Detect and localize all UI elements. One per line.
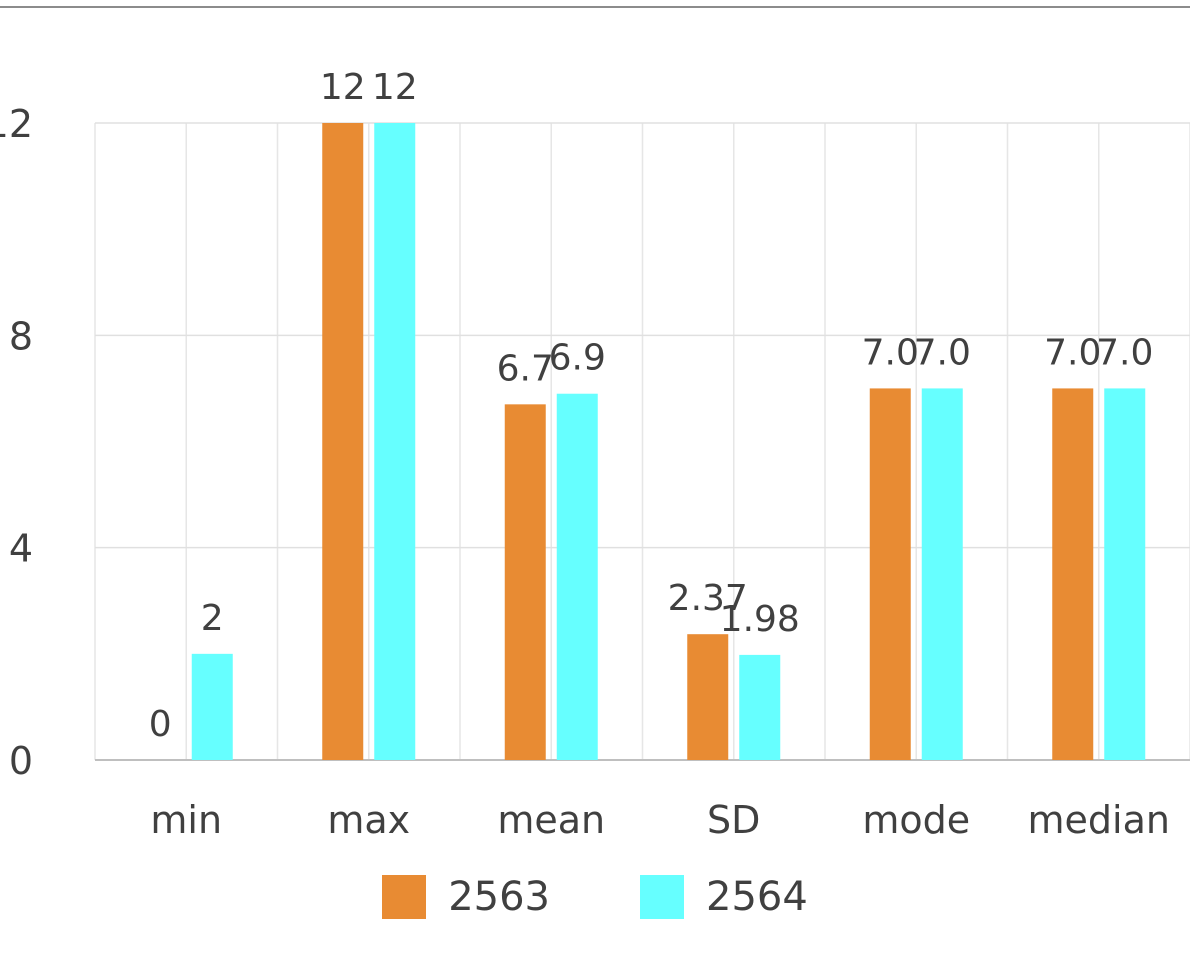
data-label-mean-2563: 6.7 [497, 348, 554, 389]
data-label-min-2564: 2 [201, 598, 224, 639]
legend-item-series-2: 2564 [640, 874, 808, 920]
legend-item-series-1: 2563 [382, 874, 550, 920]
legend-label-series-2: 2564 [706, 874, 808, 920]
data-label-max-2564: 12 [372, 67, 418, 108]
data-label-sd-2563: 2.37 [668, 578, 748, 619]
x-tick-label: SD [707, 798, 760, 842]
bar-min-2564 [191, 653, 233, 760]
data-label-sd-2564: 1.98 [720, 599, 800, 640]
bar-mode-2563 [869, 388, 911, 760]
legend-swatch-series-1 [382, 875, 427, 919]
bar-sd-2564 [739, 654, 781, 760]
y-tick-label: 0 [9, 739, 33, 783]
data-label-median-2563: 7.0 [1044, 332, 1101, 373]
y-tick-label: 8 [9, 314, 33, 358]
bar-sd-2563 [687, 634, 729, 760]
bar-median-2563 [1052, 388, 1094, 760]
bar-max-2563 [322, 123, 364, 760]
y-tick-label: 12 [0, 102, 33, 146]
bar-mean-2564 [556, 393, 598, 760]
data-label-min-2563: 0 [149, 704, 172, 745]
x-tick-label: mean [497, 798, 605, 842]
legend-label-series-1: 2563 [448, 874, 550, 920]
bar-median-2564 [1104, 388, 1146, 760]
x-tick-label: median [1028, 798, 1170, 842]
x-tick-label: max [327, 798, 410, 842]
x-tick-label: mode [862, 798, 970, 842]
data-label-mode-2564: 7.0 [914, 332, 971, 373]
legend-swatch-series-2 [640, 875, 684, 919]
bar-mode-2564 [921, 388, 963, 760]
x-tick-label: min [150, 798, 222, 842]
bar-max-2564 [374, 123, 416, 760]
y-tick-label: 4 [9, 527, 33, 571]
data-label-mode-2563: 7.0 [862, 332, 919, 373]
data-label-median-2564: 7.0 [1096, 332, 1153, 373]
bar-mean-2563 [504, 404, 546, 760]
data-label-max-2563: 12 [320, 67, 366, 108]
data-label-mean-2564: 6.9 [549, 338, 606, 379]
legend: 2563 2564 [0, 862, 1190, 932]
